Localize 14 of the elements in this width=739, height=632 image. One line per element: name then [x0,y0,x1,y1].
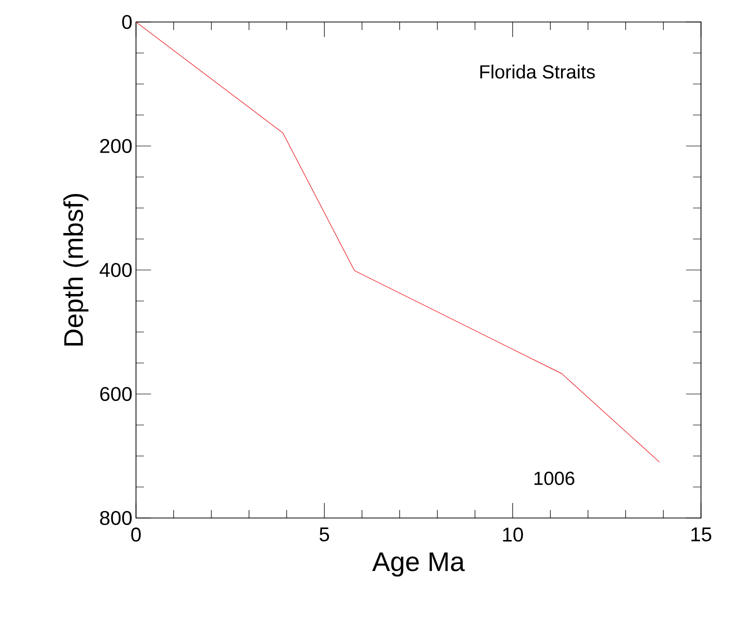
x-tick-label: 15 [691,528,712,542]
x-tick-label: 5 [320,528,330,542]
x-tick-label: 0 [131,528,141,542]
x-tick-label: 10 [503,528,523,542]
y-tick-label: 600 [100,386,132,402]
y-axis-title: Depth (mbsf) [63,194,88,346]
y-tick-label: 0 [122,14,132,30]
annotation: 1006 [534,472,574,486]
annotation: Florida Straits [480,64,595,79]
y-tick-label: 200 [100,138,132,154]
x-axis-title: Age Ma [372,552,465,577]
y-tick-label: 400 [100,262,132,278]
line-series [136,22,660,463]
y-tick-label: 800 [100,510,132,526]
